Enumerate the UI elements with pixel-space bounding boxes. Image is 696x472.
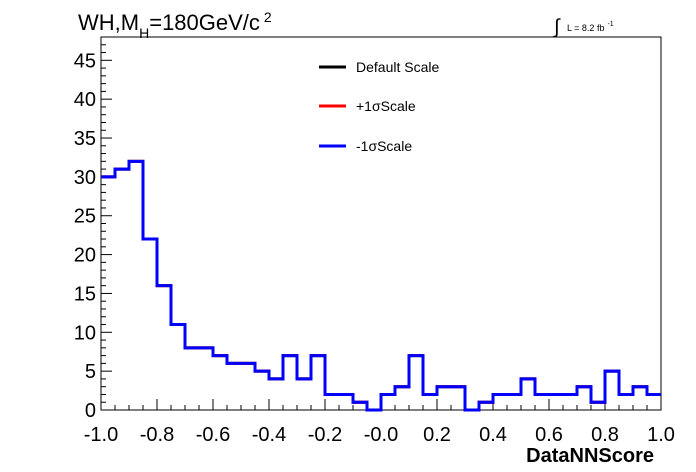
plot-frame — [100, 36, 662, 411]
integral-sign-icon: ∫ — [553, 16, 561, 38]
legend-label: -1σScale — [356, 138, 412, 154]
x-axis-title: DataNNScore — [526, 445, 654, 467]
y-tick-label: 15 — [74, 283, 96, 305]
luminosity-text: L = 8.2 fb -1 — [567, 21, 614, 33]
x-tick-label: -1.0 — [84, 424, 118, 446]
y-tick-label: 40 — [74, 89, 96, 111]
x-tick-label: -0.6 — [196, 424, 230, 446]
y-tick-label: 35 — [74, 128, 96, 150]
x-tick-label: 1.0 — [647, 424, 675, 446]
series-line-2 — [101, 159, 661, 412]
y-tick-label: 30 — [74, 167, 96, 189]
legend-label: +1σScale — [356, 98, 416, 114]
legend-label: Default Scale — [356, 59, 439, 75]
y-tick-label: 0 — [85, 400, 96, 422]
x-tick-label: -0.2 — [308, 424, 342, 446]
x-tick-label: -0.4 — [252, 424, 286, 446]
luminosity-label: ∫ L = 8.2 fb -1 — [553, 16, 614, 38]
y-tick-label: 20 — [74, 245, 96, 267]
x-tick-label: -0.0 — [364, 424, 398, 446]
x-tick-label: 0.6 — [535, 424, 563, 446]
legend: Default Scale +1σScale -1σScale — [319, 59, 439, 154]
y-tick-label: 45 — [74, 50, 96, 72]
y-tick-label: 25 — [74, 206, 96, 228]
y-tick-label: 10 — [74, 322, 96, 344]
x-tick-label: -0.8 — [140, 424, 174, 446]
x-axis: -1.0 -0.8 -0.6 -0.4 -0.2 -0.0 0.2 0.4 0.6 0.8 1.0 — [84, 399, 675, 446]
series-line-0 — [101, 159, 661, 412]
y-axis: 0 5 10 15 20 25 30 35 40 45 — [74, 36, 112, 422]
y-tick-label: 5 — [85, 361, 96, 383]
chart-title: WH,MH=180GeV/c 2 — [78, 9, 272, 41]
x-tick-label: 0.4 — [479, 424, 507, 446]
series-line-1 — [101, 159, 661, 412]
x-tick-label: 0.2 — [423, 424, 451, 446]
x-tick-label: 0.8 — [591, 424, 619, 446]
series-layer — [101, 159, 661, 412]
